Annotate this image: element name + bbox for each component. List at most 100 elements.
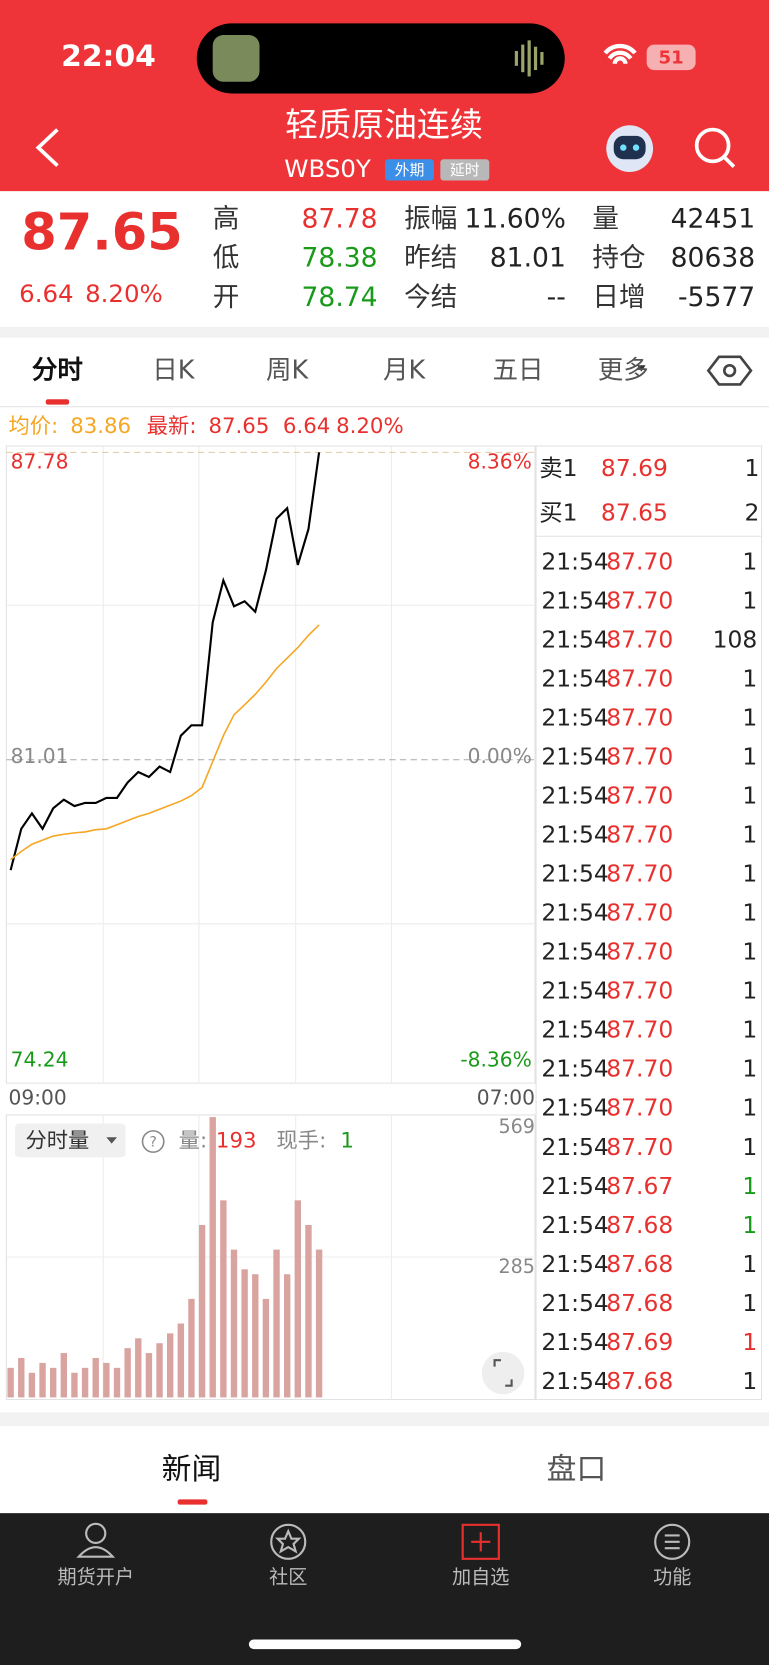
tab[interactable]: 更多	[598, 356, 649, 386]
volume-bar	[145, 1353, 153, 1398]
trade-qty: 1	[742, 703, 757, 731]
robot-icon[interactable]	[606, 125, 654, 173]
stat-label: 今结	[404, 282, 457, 313]
trade-qty: 1	[742, 1250, 757, 1278]
book-price: 87.65	[601, 498, 668, 526]
add-watch-plus	[471, 1532, 491, 1552]
back-button[interactable]	[35, 128, 59, 168]
volume-bar	[177, 1323, 185, 1398]
volume-bar	[156, 1343, 163, 1398]
volume-bar	[60, 1353, 68, 1398]
trade-price: 87.70	[606, 977, 673, 1005]
trade-price: 87.67	[606, 1172, 673, 1200]
trade-qty: 1	[742, 1328, 757, 1356]
trade-qty: 1	[742, 1055, 757, 1083]
tag-bg	[385, 159, 434, 181]
y-tick-label: 285	[498, 1255, 535, 1278]
dynamic-island	[196, 23, 565, 94]
trade-price: 87.70	[606, 1016, 673, 1044]
volume-bar	[230, 1249, 238, 1398]
trade-time: 21:54	[541, 1055, 608, 1083]
trade-price: 87.70	[606, 821, 673, 849]
last-value: 87.65	[208, 414, 269, 439]
volume-bar	[103, 1362, 110, 1398]
volume-bar	[262, 1298, 270, 1398]
trade-time: 21:54	[541, 547, 608, 575]
tab: 月K	[383, 356, 427, 386]
search-icon[interactable]	[694, 127, 736, 169]
tag: 外期	[395, 161, 425, 179]
wifi-icon	[603, 43, 637, 65]
trade-price: 87.70	[606, 703, 673, 731]
nav-label[interactable]: 期货开户	[57, 1565, 134, 1588]
trade-price: 87.70	[606, 1133, 673, 1161]
trade-qty: 1	[742, 821, 757, 849]
trade-time: 21:54	[541, 977, 608, 1005]
trade-time: 21:54	[541, 1211, 608, 1239]
volume-bar	[49, 1367, 57, 1398]
battery	[646, 44, 696, 71]
stat-label: 开	[213, 282, 240, 313]
volume-bar	[198, 1224, 206, 1398]
trade-time: 21:54	[541, 1133, 608, 1161]
trade-price: 87.68	[606, 1367, 673, 1395]
y2-tick-label: 8.36%	[468, 449, 532, 473]
volume-bar	[71, 1372, 78, 1398]
stat-label: 低	[213, 243, 240, 274]
volume-selector[interactable]	[14, 1123, 126, 1158]
trade-time: 21:54	[541, 899, 608, 927]
settings-icon[interactable]	[706, 355, 753, 386]
trade-qty: 108	[713, 625, 758, 653]
expand-button[interactable]	[481, 1351, 525, 1395]
battery-level: 51	[659, 47, 684, 68]
y-tick-label: 569	[498, 1115, 535, 1138]
add-watch-icon[interactable]	[461, 1523, 500, 1560]
dropdown-arrow	[637, 365, 646, 372]
trade-qty: 1	[742, 586, 757, 614]
price-grid	[6, 445, 536, 1084]
active-tab-indicator	[45, 399, 70, 405]
tab-active: 分时	[32, 356, 83, 386]
book-side: 买1	[539, 498, 577, 526]
tab: 日K	[152, 356, 196, 386]
trade-qty: 1	[742, 1094, 757, 1122]
trade-qty: 1	[742, 977, 757, 1005]
y2-tick-label: -8.36%	[460, 1047, 531, 1071]
trade-qty: 1	[742, 1016, 757, 1044]
stat-value: 78.38	[302, 243, 378, 274]
trade-price: 87.68	[606, 1250, 673, 1278]
status-time: 22:04	[61, 39, 156, 74]
trade-price: 87.70	[606, 664, 673, 692]
last-price: 87.65	[21, 204, 182, 263]
price-change: 6.64	[19, 279, 73, 308]
trade-price: 87.70	[606, 782, 673, 810]
trade-qty: 1	[742, 1133, 757, 1161]
help-icon[interactable]	[141, 1130, 165, 1153]
nav-label[interactable]: 功能	[653, 1565, 691, 1588]
change-value: 6.64	[283, 414, 330, 439]
trade-time: 21:54	[541, 860, 608, 888]
stat-value: 11.60%	[465, 203, 566, 234]
bottom-tab: 盘口	[547, 1452, 607, 1487]
volume-bar	[18, 1357, 25, 1398]
volume-bar	[283, 1274, 291, 1398]
trade-price: 87.70	[606, 860, 673, 888]
island-wave	[514, 40, 544, 77]
trade-time: 21:54	[541, 664, 608, 692]
volume-bar	[7, 1367, 14, 1398]
nav-label[interactable]: 加自选	[452, 1565, 509, 1588]
volume-bar	[305, 1224, 312, 1398]
nav-icons	[76, 1522, 691, 1560]
trade-time: 21:54	[541, 782, 608, 810]
trade-qty: 1	[742, 1211, 757, 1239]
nav-label[interactable]: 社区	[269, 1565, 307, 1588]
trade-time: 21:54	[541, 938, 608, 966]
home-indicator	[248, 1639, 522, 1650]
hand-value: 1	[340, 1129, 354, 1154]
price-chart-frame	[5, 445, 536, 1084]
separator	[0, 327, 769, 338]
trade-price: 87.70	[606, 1055, 673, 1083]
trade-qty: 1	[742, 547, 757, 575]
